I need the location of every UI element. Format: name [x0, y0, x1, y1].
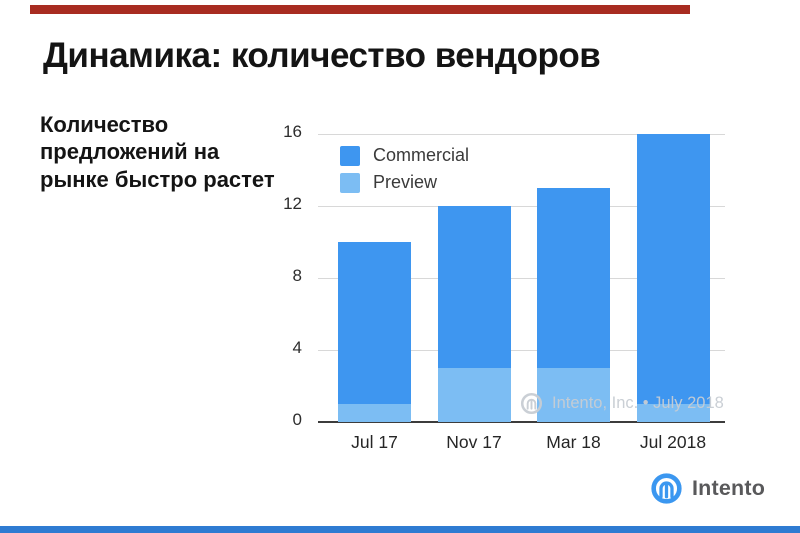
legend-label-commercial: Commercial — [373, 145, 470, 165]
gridline-8 — [318, 278, 725, 279]
footer-brand-text: Intento — [692, 476, 766, 500]
bar-commercial-mar-18 — [537, 188, 610, 368]
gridline-4 — [318, 350, 725, 351]
bar-commercial-nov-17 — [437, 206, 511, 368]
x-tick-label-jul-17: Jul 17 — [351, 432, 398, 452]
y-tick-label-4: 4 — [292, 338, 302, 357]
watermark-text: Intento, Inc. • July 2018 — [552, 394, 724, 412]
y-axis-labels: 0 4 8 12 16 — [258, 122, 310, 429]
gridline-12 — [318, 206, 725, 207]
bar-preview-jul-17 — [338, 404, 411, 422]
gridline-16 — [318, 134, 725, 135]
legend-item-preview: Preview — [340, 172, 469, 193]
y-tick-label-12: 12 — [283, 194, 302, 213]
bar-preview-nov-17 — [437, 368, 511, 422]
watermark: Intento, Inc. • July 2018 — [520, 392, 724, 415]
chart-legend: Commercial Preview — [340, 145, 469, 199]
x-tick-label-mar-18: Mar 18 — [546, 432, 601, 452]
intento-watermark-logo-icon — [520, 392, 543, 415]
footer-brand: Intento — [650, 472, 765, 505]
plot-area — [318, 134, 725, 423]
bar-commercial-jul-17 — [338, 242, 411, 404]
x-tick-label-jul-2018: Jul 2018 — [639, 432, 707, 452]
legend-label-preview: Preview — [373, 172, 438, 192]
bottom-accent-bar — [0, 526, 800, 533]
y-tick-label-8: 8 — [292, 266, 302, 285]
slide-subtitle: Количество предложений на рынке быстро р… — [40, 112, 275, 192]
intento-logo-icon — [651, 473, 682, 504]
y-tick-label-0: 0 — [292, 410, 302, 429]
commercial-swatch-icon — [340, 145, 360, 166]
legend-item-commercial: Commercial — [340, 145, 469, 166]
preview-swatch-icon — [340, 172, 360, 193]
bar-commercial-jul-2018 — [636, 134, 710, 404]
bar-preview-mar-18 — [537, 368, 610, 422]
x-axis-labels: Jul 17 Nov 17 Mar 18 Jul 2018 — [318, 432, 725, 456]
slide-title: Динамика: количество вендоров — [43, 36, 601, 75]
x-axis-line — [318, 421, 725, 423]
x-tick-label-nov-17: Nov 17 — [446, 432, 502, 452]
bar-preview-jul-2018 — [636, 404, 710, 422]
top-accent-bar — [30, 5, 690, 14]
y-tick-label-16: 16 — [283, 122, 302, 141]
